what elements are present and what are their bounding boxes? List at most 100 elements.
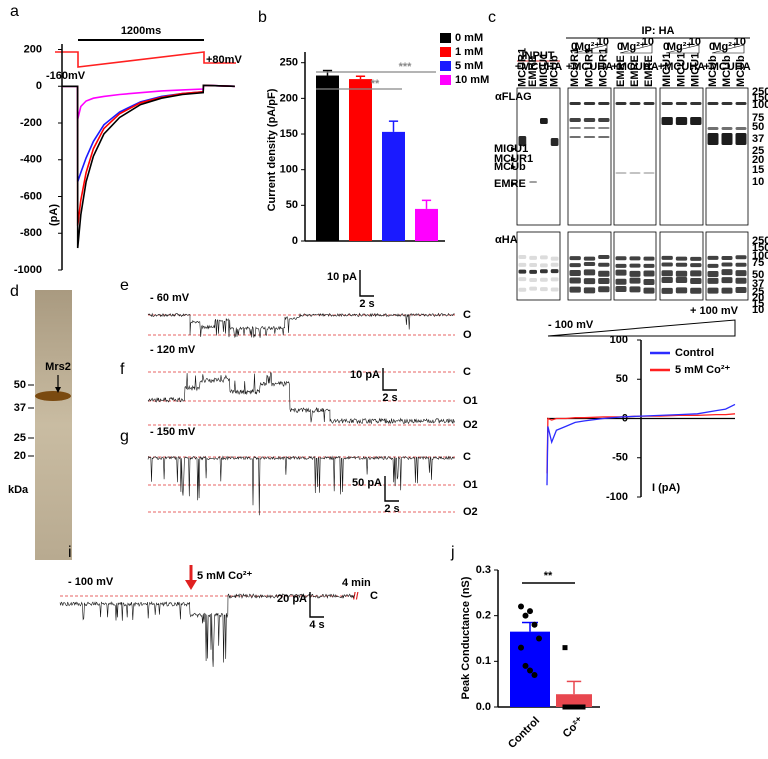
blot-band xyxy=(690,263,702,268)
y-axis-label: I (pA) xyxy=(652,482,680,494)
lane-label: MCUR1 xyxy=(583,48,595,87)
mw-label: 50 xyxy=(752,269,764,281)
mg-min: 0 xyxy=(709,41,715,53)
trace xyxy=(546,403,736,486)
blot-band xyxy=(721,102,733,105)
scale-label: 10 pA xyxy=(350,369,380,381)
data-point xyxy=(531,672,538,679)
state-label: O1 xyxy=(463,479,478,491)
panel-label: d xyxy=(10,283,19,300)
bar xyxy=(382,131,405,241)
blot-band xyxy=(721,277,733,284)
unit-label: kDa xyxy=(8,484,29,496)
data-point xyxy=(531,621,538,628)
mw-label: 250 xyxy=(752,86,768,98)
legend-swatch xyxy=(440,61,451,71)
blot-band xyxy=(707,127,719,130)
blot-band xyxy=(615,102,627,105)
blot-band xyxy=(707,255,719,260)
blot-band xyxy=(583,287,596,294)
blot-band xyxy=(629,256,641,261)
data-point xyxy=(522,612,529,619)
band-label: Mrs2 xyxy=(45,361,71,373)
blot-band xyxy=(529,263,537,268)
annotation: + 100 mV xyxy=(690,305,739,317)
mw-label: 75 xyxy=(752,257,764,269)
mw-label: 100 xyxy=(752,99,768,111)
legend-swatch xyxy=(440,47,451,57)
y-tick-label: 0.3 xyxy=(476,564,491,576)
bar xyxy=(556,694,592,707)
mg-label: Mg²⁺ xyxy=(667,41,693,53)
lane-label: MCUR1 xyxy=(598,48,610,87)
panel-label: g xyxy=(120,428,129,445)
blot-band xyxy=(675,270,688,277)
lane-label: MCUb xyxy=(735,55,747,87)
band-label: EMRE xyxy=(494,178,526,190)
blot-band xyxy=(569,256,581,261)
scale-label: 4 s xyxy=(309,619,324,631)
mw-label: 10 xyxy=(752,176,764,188)
legend-swatch xyxy=(440,75,451,85)
data-point xyxy=(518,603,524,610)
data-point xyxy=(536,635,542,642)
y-tick-label: 0.2 xyxy=(476,610,491,622)
blot-band xyxy=(643,287,655,294)
scale-label: 2 s xyxy=(359,298,374,310)
scale-label: 2 s xyxy=(382,392,397,404)
blot-band xyxy=(569,269,581,276)
blot-band xyxy=(540,255,548,260)
blot-band xyxy=(675,256,688,261)
blot-band xyxy=(569,118,581,122)
blot-band xyxy=(721,127,733,130)
state-label: C xyxy=(463,309,471,321)
blot-band xyxy=(690,256,702,261)
scale-label: 2 s xyxy=(384,503,399,515)
blot-band xyxy=(735,133,747,145)
blot-frame xyxy=(567,87,612,226)
blot-band xyxy=(690,270,702,277)
legend-label: 1 mM xyxy=(455,46,483,58)
blot-band xyxy=(661,277,673,284)
lane-label: EMRE xyxy=(615,55,627,87)
data-point xyxy=(522,662,529,669)
blot-band xyxy=(690,102,702,105)
blot-band xyxy=(583,262,596,267)
blot-band xyxy=(661,262,673,267)
lane-label: MCUb xyxy=(549,55,561,87)
state-label: C xyxy=(370,590,378,602)
y-tick-label: 0 xyxy=(622,412,628,424)
blot-band xyxy=(735,277,747,284)
blot-band xyxy=(661,287,673,294)
blot-band xyxy=(518,262,527,267)
bar xyxy=(415,208,438,241)
lane-label: EMRE xyxy=(629,55,641,87)
blot-band xyxy=(518,287,527,292)
blot-band xyxy=(721,269,733,276)
blot-band xyxy=(707,102,719,105)
blot-band xyxy=(735,262,747,267)
y-tick-label: -50 xyxy=(612,452,628,464)
y-tick-label: 100 xyxy=(610,334,628,346)
mw-label: 150 xyxy=(752,242,768,254)
blot-band xyxy=(735,255,747,260)
panel-label: e xyxy=(120,277,129,294)
break-mark: // xyxy=(353,592,359,603)
mw-label: 75 xyxy=(752,112,764,124)
y-tick-label: 150 xyxy=(280,128,298,140)
ladder-label: 25 xyxy=(14,432,26,444)
mw-label: 250 xyxy=(752,235,768,247)
blot-band xyxy=(721,256,733,261)
lane-label: EMRE xyxy=(643,55,655,87)
blot-band xyxy=(529,181,537,183)
lane-label: MCUR1 xyxy=(516,48,528,87)
blot-band xyxy=(735,270,747,277)
annotation: +80mV xyxy=(206,54,242,66)
legend-label: 0 mM xyxy=(455,32,483,44)
mg-gradient xyxy=(665,44,700,54)
blot-band xyxy=(550,287,559,292)
mw-label: 15 xyxy=(752,298,764,310)
y-tick-label: -100 xyxy=(606,491,628,503)
blot-band xyxy=(690,278,702,285)
